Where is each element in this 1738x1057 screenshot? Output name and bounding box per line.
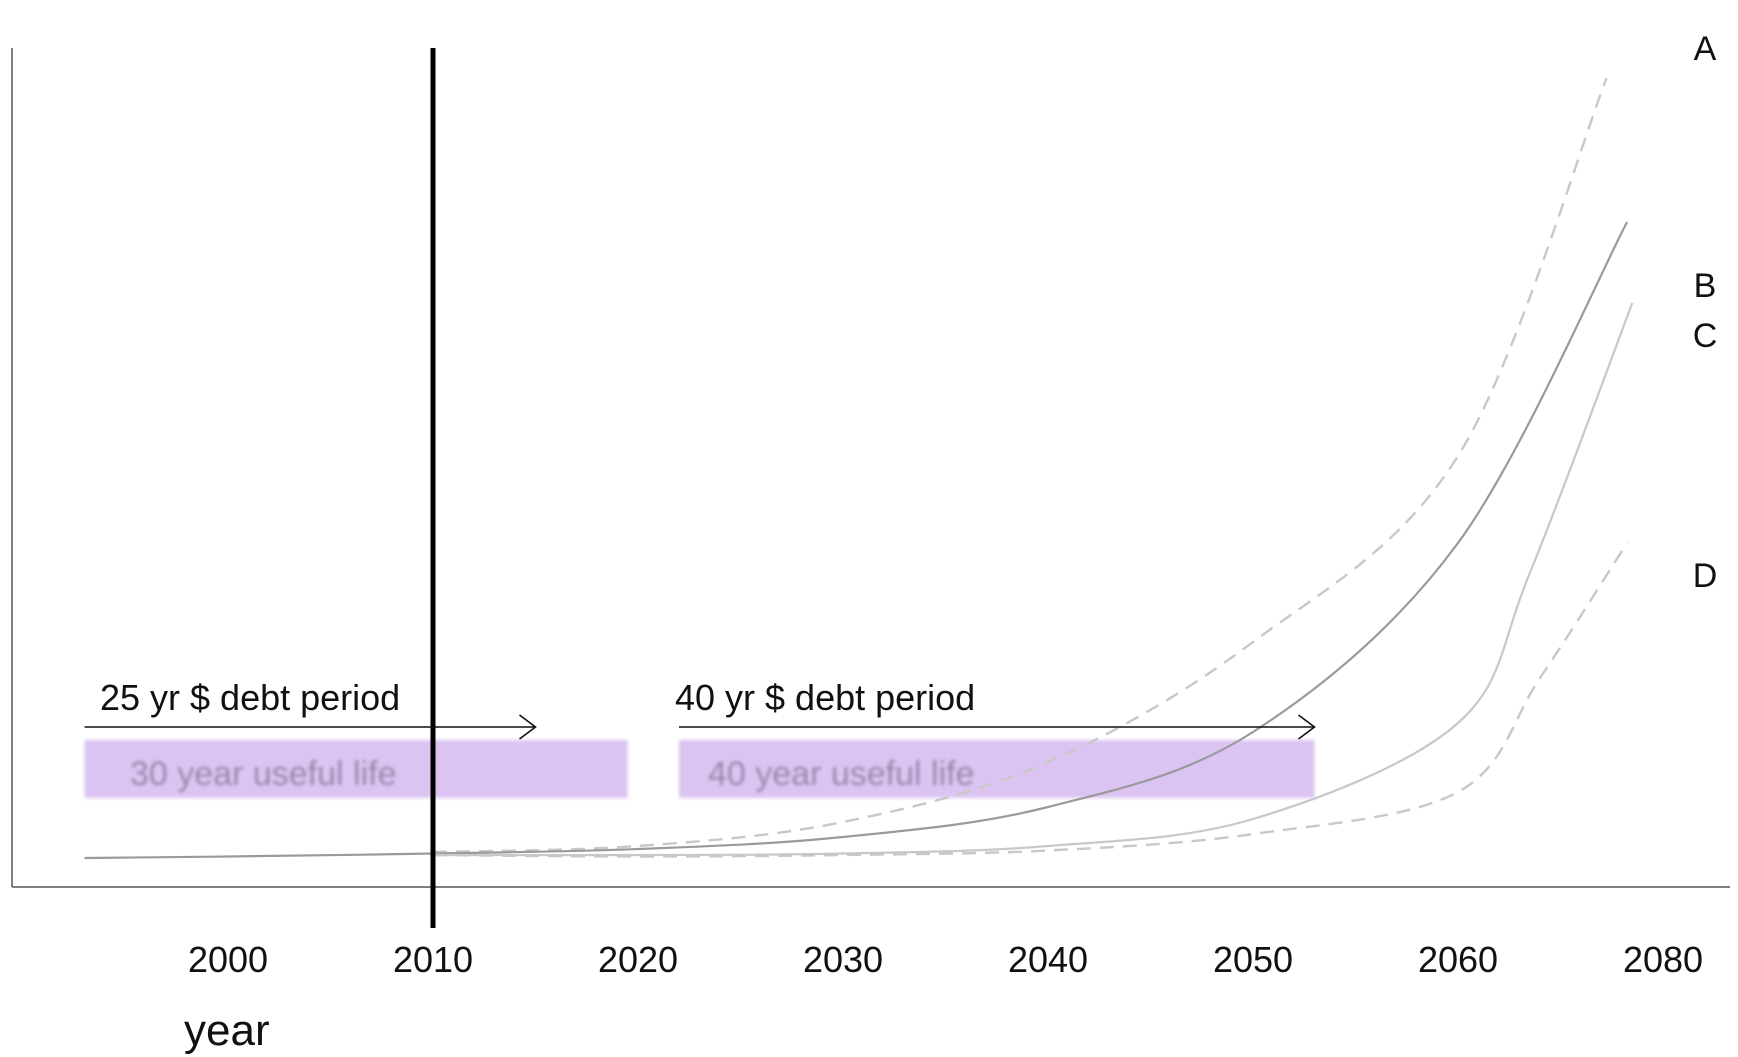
x-tick-2050: 2050 [1213,939,1293,980]
series-line-b [84,221,1629,860]
debt-period-arrows [84,714,1316,740]
series-line-c [432,302,1634,857]
band-label-30: 30 year useful life [130,755,397,793]
x-tick-2040: 2040 [1008,939,1088,980]
x-tick-2010: 2010 [393,939,473,980]
debt-label-40: 40 yr $ debt period [675,677,975,718]
debt-arrow-head-0 [519,714,537,740]
x-tick-2060: 2060 [1418,939,1498,980]
series-curves [84,77,1634,860]
series-label-b: B [1694,267,1717,305]
series-label-c: C [1693,317,1718,355]
x-tick-2020: 2020 [598,939,678,980]
series-line-a [432,77,1608,854]
series-labels: A BC D [1693,30,1718,595]
debt-arrow-head-1 [1298,714,1316,740]
useful-life-band-1 [679,740,1315,798]
series-label-d: D [1693,557,1718,595]
x-tick-2000: 2000 [188,939,268,980]
x-tick-2030: 2030 [803,939,883,980]
useful-life-band-0 [84,740,628,798]
series-line-d [432,542,1629,858]
x-axis-label: year [184,1006,270,1055]
x-tick-labels: 2000 2010 2020 2030 2040 2050 2060 2080 [188,939,1703,980]
debt-label-25: 25 yr $ debt period [100,677,400,718]
band-label-40: 40 year useful life [708,755,975,793]
x-tick-2080: 2080 [1623,939,1703,980]
useful-life-bands [84,740,1315,798]
series-label-a: A [1694,30,1717,68]
